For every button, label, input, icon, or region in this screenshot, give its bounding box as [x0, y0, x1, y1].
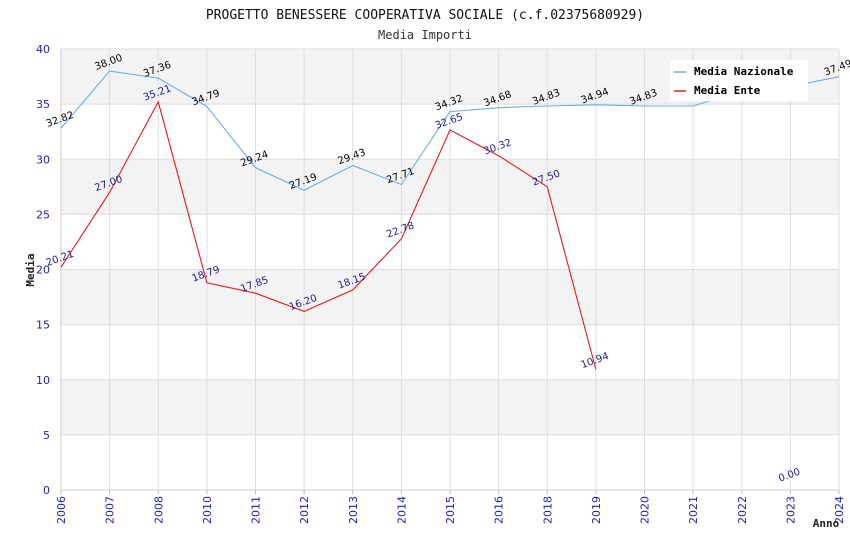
series-line-media-ente — [60, 100, 597, 370]
x-tick-label: 2024 — [833, 496, 846, 524]
y-tick-label: 30 — [36, 153, 50, 166]
x-tick-label: 2019 — [590, 496, 603, 524]
x-tick-labels: 2006 2007 2008 2010 2011 2012 2013 2014 2015 2016… — [55, 496, 846, 524]
x-tick-label: 2010 — [201, 496, 214, 524]
x-tick-label: 2021 — [687, 496, 700, 524]
x-tick-label: 2015 — [444, 496, 457, 524]
axes — [60, 49, 840, 494]
x-tick-label: 2006 — [55, 496, 68, 524]
x-tick-label: 2013 — [347, 496, 360, 524]
x-tick-label: 2012 — [298, 496, 311, 524]
x-tick-label: 2018 — [541, 496, 554, 524]
chart-title: PROGETTO BENESSERE COOPERATIVA SOCIALE (… — [206, 8, 644, 23]
x-tick-label: 2007 — [104, 496, 117, 524]
x-tick-label: 2023 — [784, 496, 797, 524]
x-tick-label: 2014 — [395, 496, 408, 524]
y-tick-label: 10 — [36, 374, 50, 387]
y-tick-label: 35 — [36, 98, 50, 111]
y-axis-title: Media — [24, 253, 37, 286]
x-tick-label: 2011 — [250, 496, 263, 524]
x-tick-label: 2020 — [639, 496, 652, 524]
x-axis-title: Anno — [813, 517, 840, 530]
y-tick-label: 20 — [36, 264, 50, 277]
legend: Media Nazionale Media Ente — [670, 60, 808, 101]
chart-subtitle: Media Importi — [378, 28, 472, 42]
y-tick-labels: 0 5 10 15 20 25 30 35 40 — [36, 43, 50, 497]
legend-box — [670, 60, 808, 101]
y-tick-label: 25 — [36, 208, 50, 221]
legend-label-media-ente: Media Ente — [694, 84, 761, 97]
y-tick-label: 5 — [43, 429, 50, 442]
x-tick-label: 2008 — [152, 496, 165, 524]
x-tick-label: 2016 — [493, 496, 506, 524]
x-tick-label: 2022 — [736, 496, 749, 524]
legend-label-media-nazionale: Media Nazionale — [694, 65, 794, 78]
y-tick-label: 40 — [36, 43, 50, 56]
y-tick-label: 0 — [43, 484, 50, 497]
y-tick-label: 15 — [36, 319, 50, 332]
